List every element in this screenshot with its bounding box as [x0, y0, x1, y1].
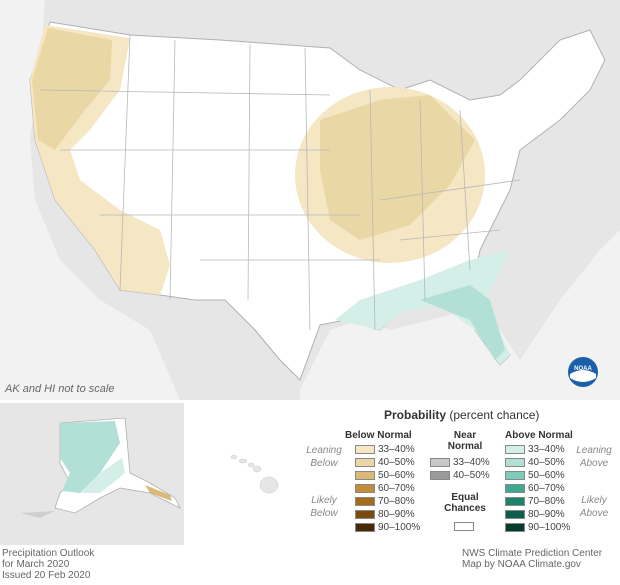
above-normal-label: 80–90%: [528, 509, 565, 520]
conus-map: [0, 0, 620, 400]
above-normal-label: 33–40%: [528, 444, 565, 455]
likely-above-label: Likely Above: [579, 495, 609, 519]
equal-chances-swatch: [454, 522, 474, 531]
leaning-above-label: Leaning Above: [576, 445, 612, 469]
leaning-below-label: Leaning Below: [306, 445, 342, 469]
above-normal-swatch: [505, 510, 525, 519]
below-normal-label: 40–50%: [378, 457, 415, 468]
noaa-logo: NOAA: [568, 357, 598, 387]
below-normal-swatch: [355, 471, 375, 480]
above-normal-label: 60–70%: [528, 483, 565, 494]
credit-climate-gov: Map by NOAA Climate.gov: [462, 559, 581, 570]
credits: NWS Climate Prediction Center Map by NOA…: [462, 548, 602, 570]
above-normal-swatch: [505, 471, 525, 480]
below-normal-label: 70–80%: [378, 496, 415, 507]
outlook-title: Precipitation Outlook: [2, 548, 95, 559]
above-normal-item: 33–40%: [505, 444, 565, 455]
alaska-map-graphic: [0, 403, 184, 545]
conus-map-graphic: [0, 0, 620, 400]
above-normal-swatch: [505, 497, 525, 506]
above-normal-label: 40–50%: [528, 457, 565, 468]
above-normal-label: 90–100%: [528, 522, 571, 533]
above-normal-item: 90–100%: [505, 522, 570, 533]
below-normal-heading: Below Normal: [345, 430, 412, 441]
equal-chances-heading: Equal Chances: [444, 492, 486, 514]
near-normal-item: 40–50%: [430, 470, 490, 481]
below-normal-item: 80–90%: [355, 509, 415, 520]
near-normal-label: 33–40%: [453, 457, 490, 468]
above-normal-item: 50–60%: [505, 470, 565, 481]
alaska-inset: [0, 403, 184, 545]
svg-text:NOAA: NOAA: [574, 366, 592, 372]
below-normal-label: 33–40%: [378, 444, 415, 455]
near-normal-swatch: [430, 458, 450, 467]
credit-cpc: NWS Climate Prediction Center: [462, 548, 603, 559]
below-normal-item: 33–40%: [355, 444, 415, 455]
above-normal-item: 70–80%: [505, 496, 565, 507]
below-normal-item: 50–60%: [355, 470, 415, 481]
near-normal-label: 40–50%: [453, 470, 490, 481]
below-normal-swatch: [355, 445, 375, 454]
legend: Probability (percent chance) Below Norma…: [298, 403, 620, 545]
below-normal-swatch: [355, 510, 375, 519]
below-normal-label: 60–70%: [378, 483, 415, 494]
above-normal-label: 70–80%: [528, 496, 565, 507]
above-normal-swatch: [505, 458, 525, 467]
below-normal-item: 60–70%: [355, 483, 415, 494]
above-normal-item: 60–70%: [505, 483, 565, 494]
above-normal-item: 80–90%: [505, 509, 565, 520]
scale-note: AK and HI not to scale: [5, 383, 115, 395]
below-normal-label: 90–100%: [378, 522, 421, 533]
above-normal-swatch: [505, 484, 525, 493]
above-normal-heading: Above Normal: [505, 430, 573, 441]
below-normal-swatch: [355, 523, 375, 532]
above-normal-item: 40–50%: [505, 457, 565, 468]
below-normal-swatch: [355, 484, 375, 493]
below-normal-item: 90–100%: [355, 522, 420, 533]
above-normal-label: 50–60%: [528, 470, 565, 481]
likely-below-label: Likely Below: [310, 495, 338, 519]
outlook-caption: Precipitation Outlook for March 2020 Iss…: [2, 548, 94, 581]
legend-title: Probability (percent chance): [384, 408, 540, 422]
near-normal-item: 33–40%: [430, 457, 490, 468]
below-normal-label: 80–90%: [378, 509, 415, 520]
near-normal-swatch: [430, 471, 450, 480]
below-normal-swatch: [355, 458, 375, 467]
below-normal-swatch: [355, 497, 375, 506]
above-normal-swatch: [505, 445, 525, 454]
outlook-period: for March 2020: [2, 559, 70, 570]
issue-date: Issued 20 Feb 2020: [2, 570, 91, 581]
hawaii-map-graphic: [230, 454, 279, 494]
below-normal-item: 70–80%: [355, 496, 415, 507]
below-normal-item: 40–50%: [355, 457, 415, 468]
hawaii-inset: [187, 403, 297, 545]
near-normal-heading: Near Normal: [447, 430, 483, 452]
below-normal-label: 50–60%: [378, 470, 415, 481]
above-normal-swatch: [505, 523, 525, 532]
